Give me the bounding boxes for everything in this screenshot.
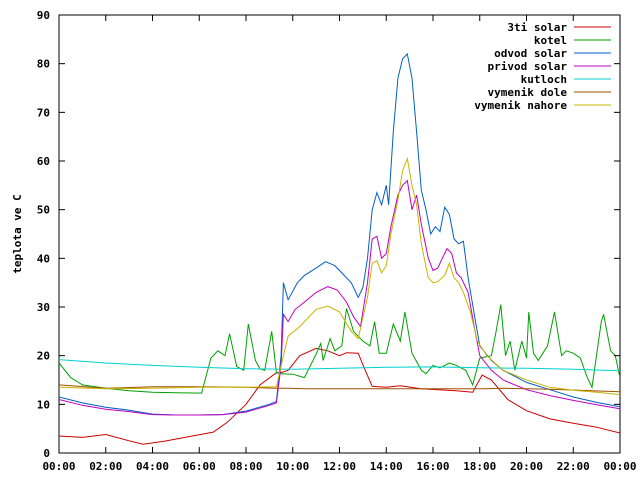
legend-label: vymenik nahore xyxy=(474,99,567,112)
legend-label: kutloch xyxy=(521,73,567,86)
y-tick-label: 70 xyxy=(37,106,50,119)
x-tick-label: 12:00 xyxy=(323,460,356,473)
series-line-kutloch xyxy=(59,359,620,372)
y-tick-label: 50 xyxy=(37,204,50,217)
series-line-privod-solar xyxy=(59,179,620,416)
x-tick-label: 08:00 xyxy=(229,460,262,473)
series-layer xyxy=(59,52,620,445)
y-tick-label: 90 xyxy=(37,9,50,22)
x-tick-label: 22:00 xyxy=(557,460,590,473)
x-tick-label: 06:00 xyxy=(183,460,216,473)
x-tick-label: 14:00 xyxy=(370,460,403,473)
y-tick-label: 10 xyxy=(37,398,50,411)
legend-label: 3ti solar xyxy=(507,21,567,34)
x-tick-label: 20:00 xyxy=(510,460,543,473)
x-tick-label: 04:00 xyxy=(136,460,169,473)
legend-label: kotel xyxy=(534,34,567,47)
y-tick-label: 20 xyxy=(37,350,50,363)
y-tick-label: 60 xyxy=(37,155,50,168)
x-tick-label: 00:00 xyxy=(603,460,636,473)
y-tick-label: 0 xyxy=(43,447,50,460)
x-tick-label: 18:00 xyxy=(463,460,496,473)
series-line-vymenik-nahore xyxy=(59,156,620,396)
y-tick-label: 40 xyxy=(37,252,50,265)
y-tick-label: 80 xyxy=(37,58,50,71)
legend-label: odvod solar xyxy=(494,47,567,60)
series-line-kotel xyxy=(59,304,620,394)
series-line-vymenik-dole xyxy=(59,384,620,393)
x-tick-label: 02:00 xyxy=(89,460,122,473)
tick-layer: 00:00 02:00 04:00 06:00 08:00 10:00 12:00 14:00… xyxy=(37,9,637,473)
y-tick-label: 30 xyxy=(37,301,50,314)
legend-label: privod solar xyxy=(488,60,568,73)
legend-label: vymenik dole xyxy=(488,86,568,99)
x-tick-label: 10:00 xyxy=(276,460,309,473)
x-tick-label: 00:00 xyxy=(42,460,75,473)
y-axis-title: teplota ve C xyxy=(11,194,24,273)
x-tick-label: 16:00 xyxy=(416,460,449,473)
series-line-odvod-solar xyxy=(59,52,620,416)
series-line-3ti-solar xyxy=(59,347,620,445)
